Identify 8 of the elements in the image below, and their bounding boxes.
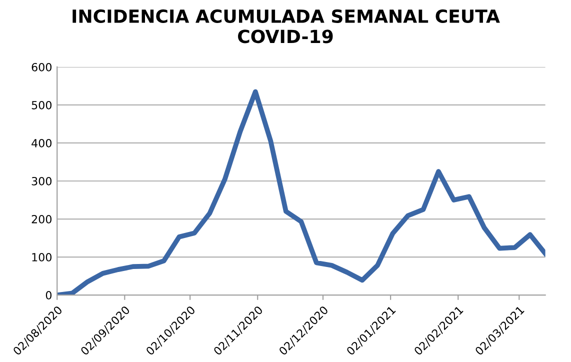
y-tick-label: 200 [32, 214, 52, 224]
y-tick-label: 400 [32, 138, 52, 148]
y-tick-label: 0 [46, 291, 52, 300]
y-tick-label: 100 [32, 252, 52, 262]
y-tick-label: 600 [32, 62, 52, 72]
y-tick-label: 500 [32, 100, 52, 110]
chart-title: INCIDENCIA ACUMULADA SEMANAL CEUTA COVID-19 [72, 9, 500, 44]
y-tick-label: 300 [32, 176, 52, 186]
